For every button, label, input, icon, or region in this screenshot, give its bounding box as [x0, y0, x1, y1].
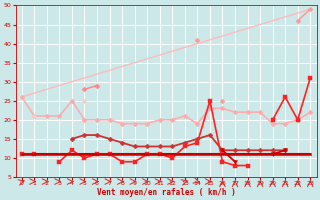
X-axis label: Vent moyen/en rafales ( km/h ): Vent moyen/en rafales ( km/h )	[97, 188, 236, 197]
